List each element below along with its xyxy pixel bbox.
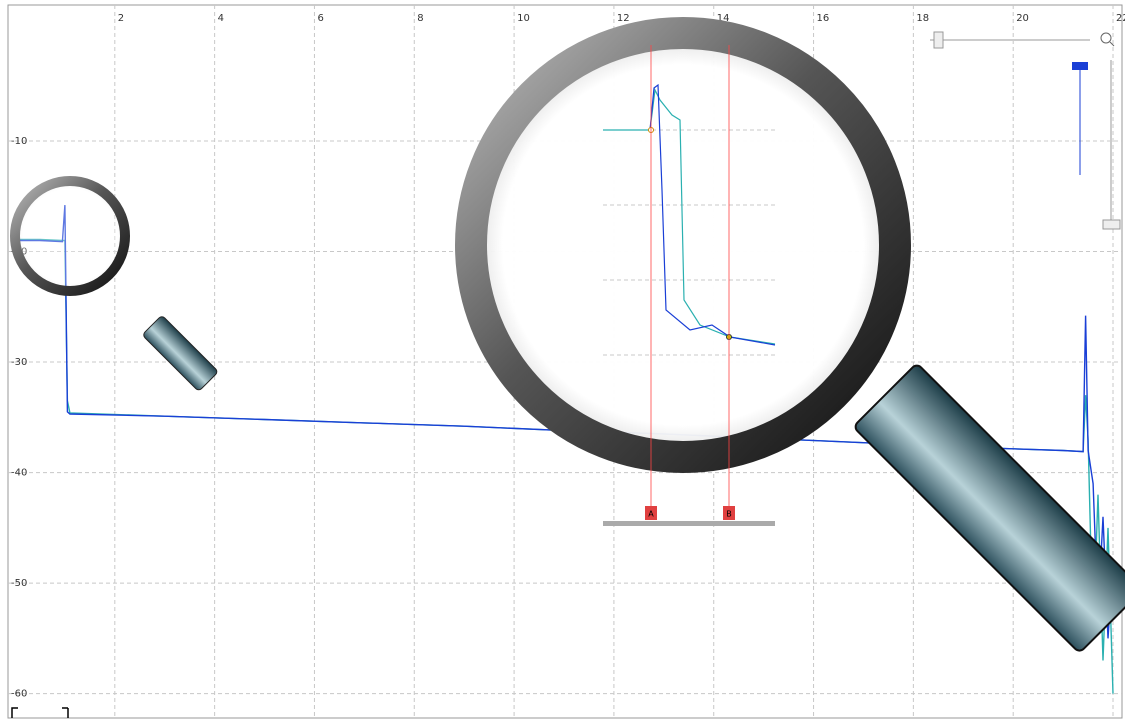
magnifier-small (15, 181, 125, 291)
chart: 246810121416182022-10-20-30-40-50-60 A B (0, 0, 1125, 721)
zoom-thumb[interactable] (934, 32, 943, 48)
x-tick-label: 22 (1116, 13, 1125, 24)
level-marker[interactable] (1072, 62, 1088, 70)
x-tick-label: 4 (218, 13, 224, 24)
y-tick-label: -50 (11, 578, 27, 589)
x-tick-label: 10 (517, 13, 530, 24)
marker-label: A (648, 510, 654, 519)
x-tick-label: 18 (916, 13, 929, 24)
x-tick-label: 12 (617, 13, 630, 24)
x-tick-label: 20 (1016, 13, 1029, 24)
vertical-thumb[interactable] (1103, 220, 1120, 229)
y-tick-label: -10 (11, 136, 27, 147)
y-tick-label: -30 (11, 357, 27, 368)
x-tick-label: 16 (817, 13, 830, 24)
x-tick-label: 2 (118, 13, 124, 24)
y-tick-label: -40 (11, 468, 27, 479)
x-tick-label: 6 (317, 13, 323, 24)
x-tick-label: 8 (417, 13, 423, 24)
marker-label: B (726, 510, 732, 519)
y-tick-label: -60 (11, 689, 27, 700)
